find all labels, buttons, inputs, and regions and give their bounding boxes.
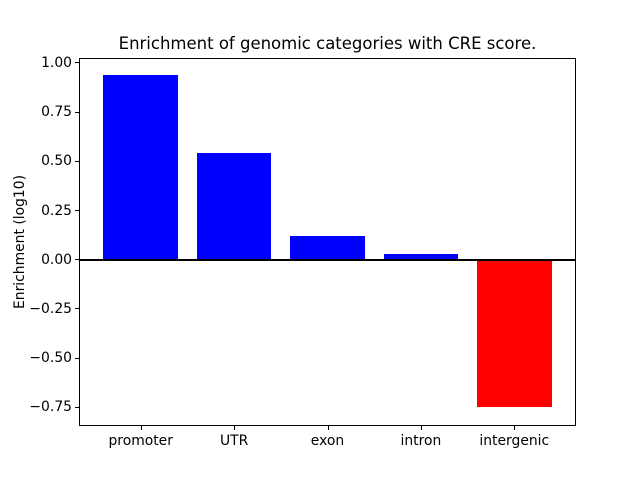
x-tick-label-promoter: promoter	[108, 433, 173, 449]
y-tick-label-0.00: 0.00	[41, 251, 72, 268]
y-tick-1.00	[75, 62, 79, 64]
bar-exon	[290, 236, 365, 260]
y-tick-−0.25	[75, 308, 79, 310]
x-tick-label-UTR: UTR	[219, 433, 249, 449]
x-tick-label-intron: intron	[400, 433, 442, 449]
bar-promoter	[103, 74, 179, 260]
x-tick-label-intergenic: intergenic	[479, 433, 550, 449]
y-axis-label: Enrichment (log10)	[12, 174, 28, 310]
x-tick-intron	[420, 426, 422, 430]
x-tick-UTR	[234, 426, 236, 430]
y-tick-label-0.25: 0.25	[41, 202, 72, 219]
x-tick-label-exon: exon	[310, 433, 345, 449]
zero-line	[80, 258, 575, 261]
y-tick-label-−0.25: −0.25	[29, 300, 72, 317]
y-tick-0.25	[75, 210, 79, 212]
x-tick-intergenic	[514, 426, 516, 430]
y-tick-0.00	[75, 259, 79, 261]
y-tick-label-−0.75: −0.75	[29, 399, 72, 416]
y-tick-label-−0.50: −0.50	[29, 350, 72, 367]
y-tick-−0.75	[75, 406, 79, 408]
y-tick-label-0.50: 0.50	[41, 153, 72, 170]
y-tick-0.50	[75, 160, 79, 162]
chart-title: Enrichment of genomic categories with CR…	[118, 34, 537, 53]
y-tick-−0.50	[75, 357, 79, 359]
bar-intergenic	[476, 259, 552, 408]
x-tick-promoter	[140, 426, 142, 430]
y-tick-0.75	[75, 111, 79, 113]
y-tick-label-0.75: 0.75	[41, 104, 72, 121]
bar-UTR	[196, 153, 272, 260]
x-tick-exon	[327, 426, 329, 430]
y-tick-label-1.00: 1.00	[41, 54, 72, 71]
plot-area: promoter UTR exon intron intergenic 1.00 0.75 0…	[29, 55, 576, 449]
bar-intron	[383, 253, 459, 260]
